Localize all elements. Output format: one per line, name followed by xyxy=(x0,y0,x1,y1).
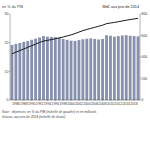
x-tick-label: 2014 xyxy=(122,102,130,106)
bar xyxy=(34,39,37,100)
x-tick-label: 1996 xyxy=(52,102,60,106)
x-tick-label: 1994 xyxy=(44,102,52,106)
x-tick-label: 2000 xyxy=(67,102,75,106)
y2-tick-label: 200 xyxy=(142,77,148,81)
bar xyxy=(113,37,116,100)
y-tick xyxy=(9,14,10,15)
bar xyxy=(125,35,128,100)
x-tick-label: 1990 xyxy=(28,102,36,106)
y-tick-label: 30 xyxy=(5,12,9,16)
bar xyxy=(18,43,21,100)
bar xyxy=(58,38,61,100)
bar xyxy=(85,39,88,100)
chart: 0 10 20 30 0 200 400 600 800 19861988199019921994… xyxy=(0,0,150,150)
bar xyxy=(133,36,136,100)
y-tick xyxy=(9,42,10,43)
bar xyxy=(105,35,108,100)
x-axis xyxy=(10,100,140,101)
note: Note : dépenses en % du PIB (échelle de … xyxy=(2,110,97,114)
series-label: en % du PIB xyxy=(2,5,24,9)
bar xyxy=(97,40,100,100)
y2-tick-label: 600 xyxy=(142,34,148,38)
bar xyxy=(121,36,124,101)
x-tick-label: 2008 xyxy=(99,102,107,106)
x-tick-label: 2006 xyxy=(91,102,99,106)
x-tick-label: 2016 xyxy=(130,102,138,106)
bar xyxy=(109,36,112,100)
bar xyxy=(70,41,73,100)
bar xyxy=(30,40,33,100)
x-tick-label: 1986 xyxy=(12,102,20,106)
bar xyxy=(66,40,69,100)
y-tick-label: 10 xyxy=(5,70,9,74)
bar xyxy=(93,39,96,100)
bar xyxy=(46,37,49,100)
bar xyxy=(22,42,25,100)
x-tick-label: 1998 xyxy=(59,102,67,106)
bar xyxy=(26,41,29,100)
y2-tick-label: 800 xyxy=(142,12,148,16)
marks xyxy=(11,18,140,100)
y-axis xyxy=(10,14,11,100)
bar xyxy=(101,39,104,100)
bar xyxy=(42,36,45,100)
y2-tick-label: 0 xyxy=(142,98,144,102)
x-tick-label: 2004 xyxy=(83,102,91,106)
bar xyxy=(74,41,77,100)
y-tick xyxy=(9,100,10,101)
x-tick-label: 1988 xyxy=(20,102,28,106)
y-tick-label: 20 xyxy=(5,41,9,45)
bar xyxy=(62,39,65,100)
bar xyxy=(129,36,132,100)
bar xyxy=(78,40,81,100)
bar xyxy=(117,36,120,100)
x-tick-label: 2010 xyxy=(107,102,115,106)
bar xyxy=(81,39,84,100)
y2-axis xyxy=(140,14,141,100)
bar xyxy=(137,36,140,100)
y-tick xyxy=(9,71,10,72)
bar xyxy=(50,37,53,100)
x-tick-label: 2012 xyxy=(115,102,123,106)
bar xyxy=(89,38,92,100)
series-label: Md€ aux prix de 2014 xyxy=(102,5,139,9)
x-tick-label: 2002 xyxy=(75,102,83,106)
bar xyxy=(38,38,41,100)
y2-tick-label: 400 xyxy=(142,55,148,59)
note: d'euros aux prix de 2014 (échelle de dro… xyxy=(2,115,66,119)
x-tick-label: 1992 xyxy=(36,102,44,106)
bar xyxy=(54,37,57,100)
line xyxy=(12,18,138,53)
y-tick-label: 0 xyxy=(7,98,9,102)
